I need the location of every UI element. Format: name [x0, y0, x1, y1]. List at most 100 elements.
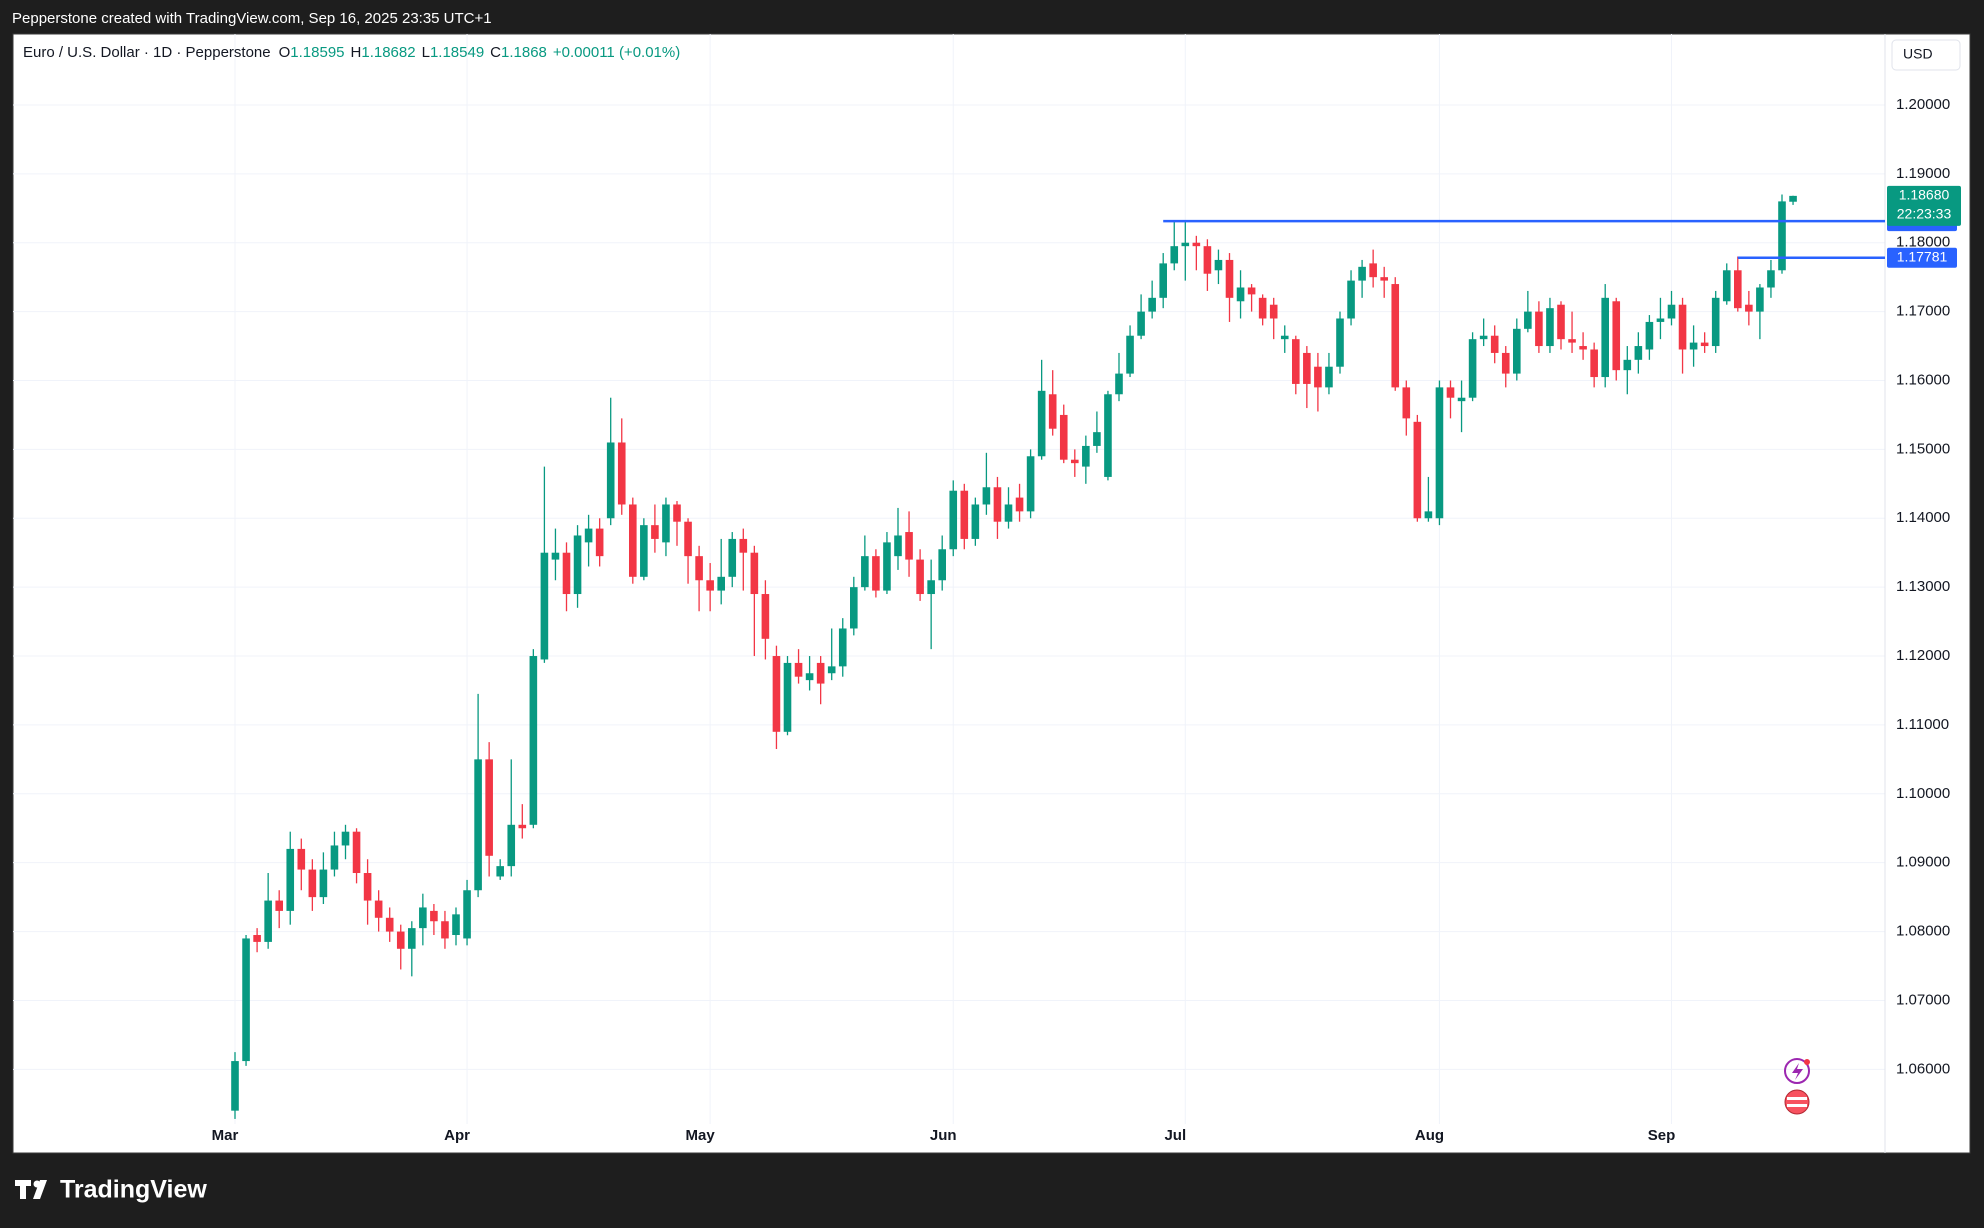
candle-body — [938, 549, 946, 581]
candle-body — [706, 580, 714, 591]
logo-dot — [33, 1180, 41, 1188]
candle-body — [827, 666, 836, 674]
candle-body — [1314, 366, 1322, 388]
level-label-box — [1887, 247, 1957, 268]
candle-body — [805, 673, 814, 681]
candle-body — [850, 587, 858, 629]
candle-body — [1203, 246, 1212, 274]
candle-body — [595, 528, 604, 557]
candle-body — [1104, 394, 1112, 477]
candle-body — [562, 552, 571, 595]
candle-body — [1280, 335, 1289, 340]
candle-body — [540, 552, 549, 660]
candle-body — [1424, 511, 1433, 519]
candle-body — [363, 873, 372, 901]
candle-body — [1247, 287, 1256, 295]
candle-body — [463, 890, 471, 939]
candle-body — [750, 552, 759, 595]
logo: TradingView — [15, 1176, 207, 1204]
candle-body — [1479, 335, 1488, 340]
candle-body — [971, 504, 980, 539]
candle-body — [1590, 349, 1598, 378]
y-tick-label: 1.13000 — [1896, 578, 1950, 595]
candle-body — [1446, 387, 1455, 398]
candle-body — [617, 442, 626, 505]
candle-body — [894, 535, 902, 557]
candle-body — [474, 759, 482, 891]
candle-body — [529, 656, 538, 825]
candle-body — [1756, 287, 1764, 312]
candle-body — [772, 656, 781, 732]
x-tick-label: May — [686, 1127, 716, 1144]
candle-body — [695, 556, 703, 581]
candle-body — [1767, 270, 1775, 288]
candle-body — [816, 662, 825, 684]
candle-body — [1303, 352, 1311, 384]
chart-frame — [12, 33, 1971, 1154]
candle-body — [352, 831, 361, 874]
header: Euro / U.S. Dollar · 1D · Pepperstone O1.… — [23, 44, 680, 61]
flag-icon[interactable] — [1784, 1089, 1810, 1115]
candle-body — [949, 490, 958, 550]
candle-body — [717, 576, 725, 591]
candle-body — [231, 1061, 239, 1111]
flag-stripe — [1787, 1097, 1807, 1100]
y-tick-label: 1.12000 — [1896, 647, 1950, 664]
candle-body — [1656, 318, 1665, 322]
ohlc-letter: H — [351, 44, 362, 61]
y-tick-label: 1.16000 — [1896, 371, 1950, 388]
ohlc-letter: L — [422, 44, 430, 61]
flash-icon[interactable] — [1784, 1058, 1810, 1084]
candle-body — [728, 538, 737, 577]
currency: USD — [1903, 46, 1933, 62]
candle-body — [1214, 259, 1223, 271]
level-label: 1.17781 — [1897, 249, 1948, 265]
symbol: Euro / U.S. Dollar · 1D · Pepperstone — [23, 44, 271, 61]
candle-body — [794, 662, 803, 677]
candle-body — [430, 910, 438, 922]
candle-body — [1557, 304, 1565, 340]
candle-body — [1612, 301, 1621, 371]
candle-body — [916, 559, 924, 595]
candle-body — [1170, 246, 1179, 264]
candle-body — [1579, 346, 1587, 350]
candle-body — [408, 928, 416, 949]
candle-body — [374, 900, 383, 918]
y-tick-label: 1.10000 — [1896, 785, 1950, 802]
candle-body — [1181, 242, 1190, 247]
candle-body — [1711, 297, 1720, 347]
candle-body — [1722, 270, 1731, 302]
candle-body — [297, 848, 306, 870]
candle-body — [783, 662, 792, 732]
y-tick-label: 1.08000 — [1896, 923, 1950, 940]
candle-body — [1037, 390, 1046, 457]
notice-dot — [1804, 1059, 1810, 1065]
candle-body — [1115, 373, 1123, 395]
candle-body — [1634, 346, 1643, 360]
ohlc-letter: C — [490, 44, 501, 61]
candle-body — [927, 580, 935, 595]
y-tick-label: 1.19000 — [1896, 165, 1950, 182]
candle-body — [419, 907, 427, 929]
candle-body — [629, 504, 637, 577]
candle-body — [1778, 201, 1786, 271]
attribution: Pepperstone created with TradingView.com… — [12, 10, 492, 27]
currency-box[interactable] — [1891, 39, 1961, 71]
change: +0.00011 (+0.01%) — [553, 44, 680, 61]
candle-body — [308, 869, 317, 898]
candle-body — [518, 824, 527, 829]
candle-body — [319, 869, 328, 898]
last-price-label: 1.18680 — [1899, 187, 1950, 203]
candle-body — [1015, 497, 1024, 512]
icons — [1784, 1058, 1810, 1115]
candle-body — [982, 487, 991, 505]
candle-body — [1689, 342, 1698, 350]
x-tick-label: Sep — [1648, 1127, 1676, 1144]
ohlc-value: 1.18549 — [430, 44, 484, 61]
candle-body — [1568, 339, 1576, 343]
candle-body — [1369, 263, 1377, 278]
y-tick-label: 1.17000 — [1896, 303, 1950, 320]
y-tick-label: 1.09000 — [1896, 854, 1950, 871]
candle-body — [1513, 328, 1521, 374]
candle-body — [905, 532, 913, 560]
